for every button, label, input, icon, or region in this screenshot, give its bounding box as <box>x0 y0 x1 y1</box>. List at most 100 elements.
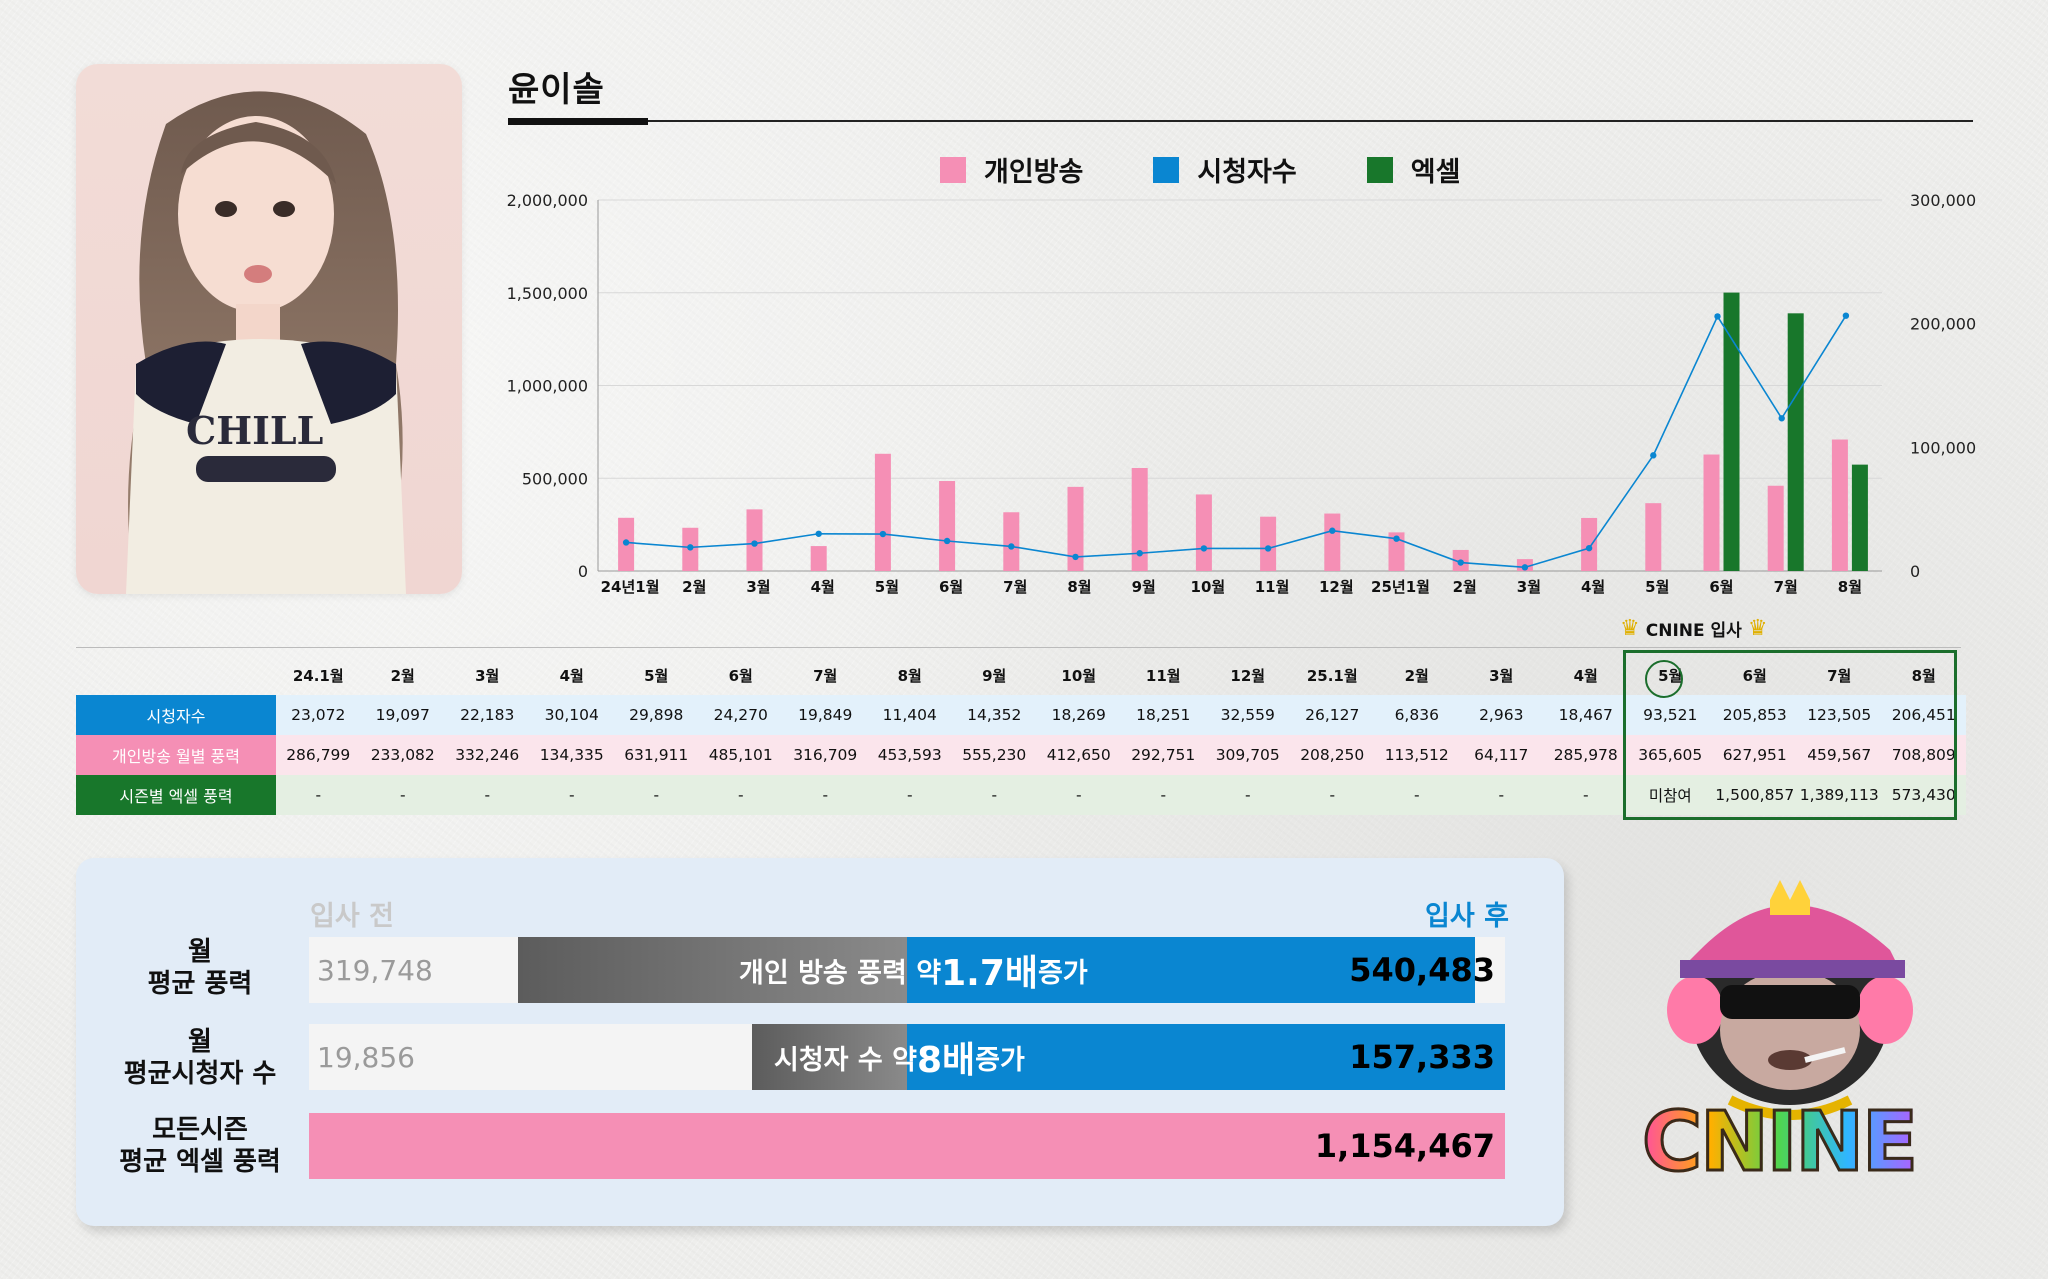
point-viewers <box>1072 553 1079 561</box>
crown-icon: ♛ <box>1620 616 1640 641</box>
table-cell: 26,127 <box>1305 706 1360 724</box>
title-underline <box>508 118 648 125</box>
bar-personal <box>1645 503 1662 571</box>
table-cell: 233,082 <box>370 746 435 764</box>
increase-multiplier: 8배 <box>917 1040 976 1081</box>
cnine-logo-text: CNINE <box>1641 1094 1920 1192</box>
month-header: 2월 <box>1404 666 1429 685</box>
table-cell: 708,809 <box>1891 746 1956 764</box>
after-join-label: 입사 후 <box>1425 901 1509 932</box>
table-cell: 459,567 <box>1807 746 1872 764</box>
x-tick-label: 11월 <box>1255 578 1290 596</box>
table-cell: 6,836 <box>1394 706 1439 724</box>
table-cell: 205,853 <box>1722 706 1787 724</box>
point-viewers <box>1200 545 1208 552</box>
point-viewers <box>943 537 951 545</box>
avg-power-bar: 319,748 개인 방송 풍력 약 1.7배 증가 540,483 <box>309 937 1505 1003</box>
x-tick-label: 4월 <box>1581 578 1605 596</box>
table-cell: 453,593 <box>877 746 942 764</box>
avg-excel-bar: 1,154,467 <box>309 1113 1505 1179</box>
table-cell: - <box>1244 786 1251 804</box>
month-header: 7월 <box>813 666 838 685</box>
legend-viewers: 시청자수 <box>1153 150 1297 189</box>
table-cell: 134,335 <box>539 746 604 764</box>
increase-prefix: 개인 방송 풍력 약 <box>739 957 942 989</box>
cnine-join-text: CNINE 입사 <box>1645 621 1742 641</box>
avg-power-after-value: 540,483 <box>1349 951 1495 989</box>
bar-personal <box>1388 532 1405 571</box>
table-cell: 18,467 <box>1558 706 1613 724</box>
point-viewers <box>1778 415 1785 422</box>
table-cell: 206,451 <box>1891 706 1956 724</box>
x-tick-label: 7월 <box>1003 578 1027 596</box>
x-tick-label: 25년1월 <box>1371 578 1430 596</box>
table-header-row: 24.1월 2월 3월 4월 5월 6월 7월 8월 9월 10월 11월 12월 25.1월 2월 3월 4… <box>76 655 1966 695</box>
y-right-tick-label: 0 <box>1910 562 1920 581</box>
y-left-tick-label: 500,000 <box>522 469 588 488</box>
legend-label-personal: 개인방송 <box>984 157 1084 188</box>
x-tick-label: 6월 <box>1709 578 1733 596</box>
increase-prefix: 시청자 수 약 <box>774 1044 917 1076</box>
streamer-name: 윤이솔 <box>508 70 605 110</box>
avg-power-label-line2: 평균 풍력 <box>147 969 253 999</box>
increase-suffix: 증가 <box>975 1044 1025 1076</box>
x-tick-label: 9월 <box>1132 578 1156 596</box>
month-header: 6월 <box>1742 666 1767 685</box>
x-tick-label: 3월 <box>1517 578 1541 596</box>
bar-personal <box>746 509 763 571</box>
bar-personal <box>874 453 891 571</box>
table-row-viewers: 시청자수 23,072 19,097 22,183 30,104 29,898 24,270… <box>76 695 1966 735</box>
avg-viewers-bar: 19,856 시청자 수 약 8배 증가 157,333 <box>309 1024 1505 1090</box>
row-label-excel: 시즌별 엑셀 풍력 <box>76 775 276 815</box>
y-right-tick-label: 100,000 <box>1910 438 1976 457</box>
table-cell: 332,246 <box>455 746 520 764</box>
month-header: 3월 <box>475 666 500 685</box>
table-cell: 24,270 <box>713 706 768 724</box>
x-tick-label: 2월 <box>682 578 706 596</box>
table-cell: 1,500,857 <box>1715 786 1795 804</box>
avg-viewers-before-value: 19,856 <box>317 1040 415 1074</box>
x-tick-label: 12월 <box>1319 578 1354 596</box>
row-label-personal: 개인방송 월별 풍력 <box>76 735 276 775</box>
table-cell: 1,389,113 <box>1799 786 1879 804</box>
y-left-tick-label: 2,000,000 <box>507 191 588 210</box>
month-header: 24.1월 <box>292 666 344 685</box>
avg-viewers-label-line1: 월 <box>188 1027 212 1057</box>
x-tick-label: 8월 <box>1067 578 1091 596</box>
bar-excel <box>1787 313 1804 571</box>
legend-swatch-personal <box>940 156 966 183</box>
month-header: 4월 <box>1573 666 1598 685</box>
person-portrait-icon: CHILL <box>126 91 406 594</box>
legend-excel: 엑셀 <box>1366 150 1461 189</box>
table-cell: - <box>906 786 913 804</box>
month-header: 8월 <box>1911 666 1936 685</box>
month-header: 7월 <box>1827 666 1852 685</box>
table-cell: 555,230 <box>962 746 1027 764</box>
table-cell: - <box>1075 786 1082 804</box>
point-viewers <box>879 530 887 538</box>
point-viewers <box>1521 564 1529 571</box>
table-cell: 23,072 <box>291 706 346 724</box>
y-left-tick-label: 1,500,000 <box>507 284 588 303</box>
month-header: 2월 <box>390 666 415 685</box>
avg-viewers-label: 월 평균시청자 수 <box>100 1026 300 1090</box>
table-cell: 19,097 <box>375 706 430 724</box>
legend-label-excel: 엑셀 <box>1410 157 1461 188</box>
table-cell: 113,512 <box>1384 746 1449 764</box>
month-header: 3월 <box>1489 666 1514 685</box>
table-cell: - <box>1160 786 1167 804</box>
bar-personal <box>939 481 956 571</box>
table-cell: - <box>653 786 660 804</box>
table-cell: - <box>1582 786 1589 804</box>
avg-excel-value: 1,154,467 <box>1314 1127 1495 1165</box>
point-viewers <box>815 530 822 537</box>
table-cell: 412,650 <box>1046 746 1111 764</box>
table-cell: 64,117 <box>1474 746 1529 764</box>
table-cell: 627,951 <box>1722 746 1787 764</box>
month-header: 25.1월 <box>1306 666 1358 685</box>
bar-after-fill <box>907 1024 1505 1090</box>
table-cell: 316,709 <box>793 746 858 764</box>
table-cell: - <box>568 786 575 804</box>
avg-power-increase-text: 개인 방송 풍력 약 1.7배 증가 <box>739 937 1088 1003</box>
table-cell: 29,898 <box>629 706 684 724</box>
